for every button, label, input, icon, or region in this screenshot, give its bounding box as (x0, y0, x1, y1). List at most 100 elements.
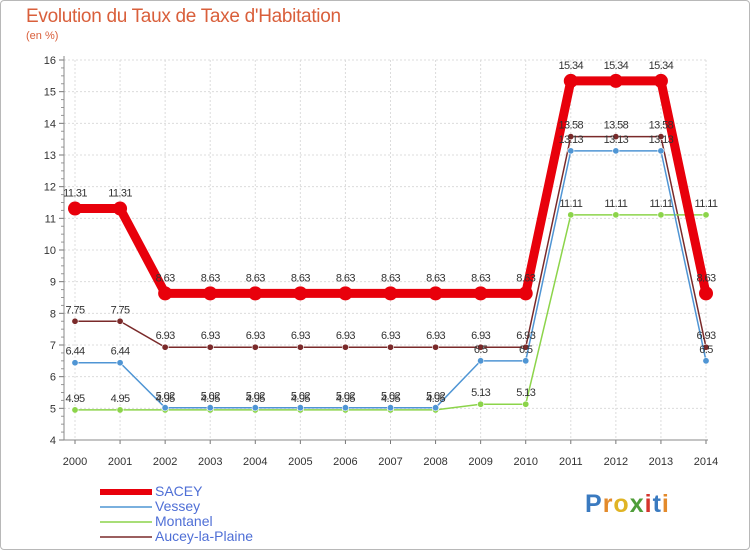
data-point-aucey-la-plaine (657, 133, 665, 141)
data-label-montanel: 4.95 (381, 393, 400, 405)
legend-label-montanel: Montanel (155, 513, 213, 529)
logo-letter: o (613, 490, 630, 518)
axes: 4 5 6 7 8 9 10 11 12 13 14 15 16 2000 2001 2002 2003 2004… (44, 55, 718, 468)
data-point-aucey-la-plaine (567, 133, 575, 141)
data-point-montanel (522, 400, 530, 408)
data-point-sacey (203, 286, 218, 301)
logo-letter: P (585, 490, 603, 518)
data-point-aucey-la-plaine (612, 133, 620, 141)
grid-lines (64, 59, 708, 441)
data-label-sacey: 8.63 (471, 272, 490, 284)
data-label-sacey: 8.63 (156, 272, 175, 284)
data-point-vessey (116, 359, 124, 367)
data-label-aucey-la-plaine: 6.93 (246, 330, 265, 342)
chart-title: Evolution du Taux de Taxe d'Habitation (26, 6, 341, 27)
x-tick-label: 2011 (559, 456, 583, 468)
data-point-montanel (567, 211, 575, 219)
data-label-vessey: 5.02 (291, 391, 310, 403)
data-point-sacey (338, 286, 353, 301)
x-tick-label: 2006 (333, 456, 357, 468)
data-point-sacey (699, 286, 713, 301)
y-tick-label: 10 (44, 245, 56, 257)
data-point-vessey (386, 404, 394, 412)
x-tick-label: 2009 (468, 456, 492, 468)
data-label-montanel: 11.11 (695, 198, 718, 210)
data-label-aucey-la-plaine: 13.58 (649, 120, 674, 132)
data-point-sacey (248, 286, 263, 301)
x-tick-label: 2001 (108, 456, 132, 468)
data-label-sacey: 15.34 (604, 60, 629, 72)
data-label-vessey: 5.02 (381, 391, 400, 403)
data-point-vessey (702, 357, 710, 365)
data-label-aucey-la-plaine: 6.93 (696, 330, 715, 342)
data-label-montanel: 5.13 (471, 387, 490, 399)
data-label-vessey: 13.13 (559, 134, 584, 146)
data-point-vessey (477, 357, 485, 365)
proxiti-logo: Proxiti (585, 490, 670, 519)
data-label-montanel: 4.95 (336, 393, 355, 405)
y-tick-label: 9 (50, 277, 56, 289)
data-label-montanel: 4.95 (156, 393, 175, 405)
data-label-aucey-la-plaine: 6.93 (516, 330, 535, 342)
legend: SACEY Vessey Montanel Aucey-la-Plaine (100, 484, 360, 544)
x-tick-label: 2005 (288, 456, 312, 468)
y-tick-label: 6 (50, 372, 56, 384)
y-tick-label: 11 (45, 213, 56, 225)
data-label-montanel: 4.95 (201, 393, 220, 405)
data-point-vessey (251, 404, 259, 412)
data-label-sacey: 8.63 (201, 272, 220, 284)
data-point-aucey-la-plaine (161, 343, 169, 351)
legend-label-aucey-la-plaine: Aucey-la-Plaine (155, 528, 254, 544)
data-point-vessey (296, 404, 304, 412)
data-point-vessey (567, 147, 575, 155)
data-point-vessey (71, 359, 79, 367)
data-label-sacey: 11.31 (63, 188, 87, 200)
data-point-vessey (206, 404, 214, 412)
data-point-aucey-la-plaine (386, 343, 394, 351)
data-label-sacey: 15.34 (649, 60, 674, 72)
data-point-sacey (293, 286, 308, 301)
data-label-sacey: 8.63 (381, 272, 400, 284)
data-label-sacey: 8.63 (516, 272, 535, 284)
y-tick-label: 12 (44, 182, 56, 194)
data-label-sacey: 11.31 (108, 188, 132, 200)
legend-label-sacey: SACEY (155, 483, 203, 499)
data-point-montanel (116, 406, 124, 414)
data-point-sacey (473, 286, 488, 301)
data-label-montanel: 11.11 (649, 198, 672, 210)
data-label-aucey-la-plaine: 6.93 (381, 330, 400, 342)
legend-item-aucey-la-plaine: Aucey-la-Plaine (100, 529, 360, 544)
data-label-montanel: 5.13 (516, 387, 535, 399)
data-label-montanel: 11.11 (604, 198, 627, 210)
legend-item-montanel: Montanel (100, 514, 360, 529)
x-tick-label: 2002 (153, 456, 177, 468)
data-label-sacey: 15.34 (559, 60, 584, 72)
y-tick-label: 14 (44, 118, 56, 130)
data-point-sacey (158, 286, 173, 301)
logo-letter: r (602, 490, 614, 518)
data-point-sacey (383, 286, 398, 301)
data-point-sacey (563, 73, 578, 88)
data-point-aucey-la-plaine (71, 317, 79, 325)
data-point-vessey (341, 404, 349, 412)
data-point-sacey (68, 201, 82, 216)
data-point-aucey-la-plaine (206, 343, 214, 351)
data-label-sacey: 8.63 (426, 272, 445, 284)
logo-letter: i (644, 490, 653, 518)
data-label-vessey: 13.13 (604, 134, 629, 146)
legend-item-sacey: SACEY (100, 484, 360, 499)
data-label-aucey-la-plaine: 7.75 (111, 304, 130, 316)
data-label-vessey: 5.02 (201, 391, 220, 403)
y-tick-label: 7 (50, 340, 56, 352)
data-point-aucey-la-plaine (251, 343, 259, 351)
y-tick-label: 13 (44, 150, 56, 162)
data-label-montanel: 4.95 (426, 393, 445, 405)
data-point-aucey-la-plaine (116, 317, 124, 325)
data-label-montanel: 4.95 (65, 393, 84, 405)
data-point-vessey (522, 357, 530, 365)
data-label-vessey: 5.02 (156, 391, 175, 403)
data-point-vessey (612, 147, 620, 155)
data-point-montanel (702, 211, 710, 219)
y-tick-label: 5 (50, 403, 56, 415)
